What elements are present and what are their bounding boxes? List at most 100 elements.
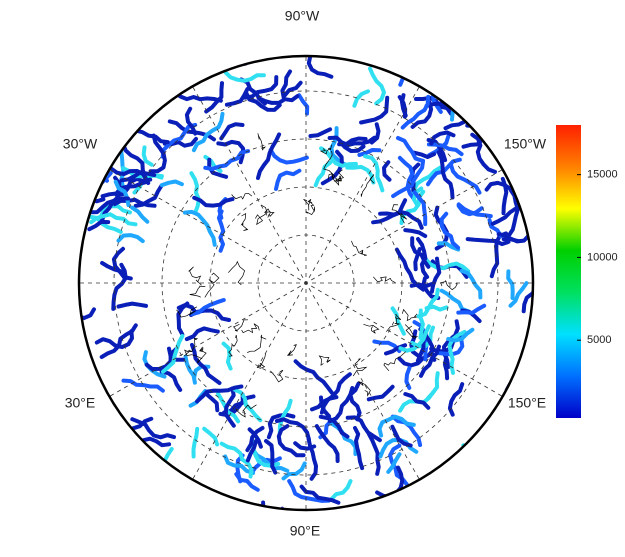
river bbox=[276, 424, 306, 458]
coastline bbox=[440, 280, 458, 291]
river bbox=[244, 91, 282, 112]
colorbar-tick-label: 15000 bbox=[587, 169, 618, 181]
river bbox=[256, 132, 282, 180]
river bbox=[416, 287, 440, 319]
river bbox=[172, 90, 223, 103]
river bbox=[400, 94, 431, 130]
river bbox=[348, 386, 362, 422]
river bbox=[366, 432, 381, 476]
river bbox=[337, 136, 368, 147]
river bbox=[216, 209, 226, 253]
coastline bbox=[188, 266, 202, 286]
coastline bbox=[351, 240, 367, 256]
coastline bbox=[323, 150, 336, 180]
river bbox=[277, 398, 293, 436]
river bbox=[314, 424, 340, 463]
coastline bbox=[263, 208, 275, 218]
river bbox=[403, 392, 431, 410]
river bbox=[459, 268, 483, 300]
river bbox=[264, 439, 278, 475]
river bbox=[418, 308, 425, 340]
river bbox=[111, 262, 128, 311]
coastline bbox=[235, 404, 257, 418]
coastline bbox=[231, 193, 253, 200]
river bbox=[369, 122, 381, 145]
coastline bbox=[228, 260, 246, 286]
river bbox=[190, 342, 222, 385]
river bbox=[245, 426, 265, 453]
river bbox=[207, 157, 229, 179]
meridian-label: 30°W bbox=[63, 136, 98, 152]
coastline bbox=[204, 272, 220, 298]
river bbox=[99, 204, 132, 218]
river bbox=[274, 168, 302, 191]
river bbox=[293, 359, 334, 395]
river bbox=[423, 256, 471, 273]
river bbox=[363, 154, 385, 193]
river bbox=[319, 372, 352, 415]
river bbox=[412, 150, 436, 159]
river bbox=[470, 132, 497, 174]
river bbox=[320, 149, 344, 186]
meridian-line bbox=[110, 169, 502, 397]
coastline bbox=[255, 204, 268, 226]
river bbox=[121, 378, 165, 393]
colorbar-tick-label: 5000 bbox=[587, 334, 611, 346]
river-network bbox=[80, 57, 532, 509]
river bbox=[436, 150, 455, 200]
river bbox=[448, 162, 482, 195]
river bbox=[447, 329, 467, 375]
river bbox=[412, 190, 428, 227]
river bbox=[297, 93, 310, 116]
river bbox=[256, 94, 300, 105]
river bbox=[133, 128, 170, 145]
coastline bbox=[241, 323, 260, 334]
river bbox=[327, 135, 377, 147]
map-border bbox=[77, 54, 535, 512]
river bbox=[281, 461, 307, 481]
colorbar-tick-label: 10000 bbox=[587, 251, 618, 263]
river bbox=[426, 371, 440, 400]
river bbox=[507, 187, 520, 238]
river bbox=[274, 417, 311, 442]
coastline bbox=[233, 319, 249, 332]
river bbox=[529, 233, 532, 249]
coastline bbox=[247, 334, 267, 353]
river bbox=[397, 347, 436, 368]
river bbox=[130, 205, 150, 224]
river bbox=[116, 233, 145, 244]
coastline bbox=[391, 204, 408, 224]
meridian-label: 30°E bbox=[65, 395, 96, 411]
coastline bbox=[197, 346, 207, 364]
coastline bbox=[189, 285, 206, 298]
river bbox=[384, 343, 408, 356]
river bbox=[245, 439, 258, 463]
river bbox=[390, 414, 423, 447]
coastline bbox=[352, 358, 368, 377]
river bbox=[397, 155, 417, 202]
coastline bbox=[240, 212, 249, 232]
river bbox=[268, 148, 309, 165]
river bbox=[357, 148, 382, 157]
river bbox=[130, 417, 176, 440]
river bbox=[306, 57, 334, 79]
river bbox=[80, 338, 87, 360]
river bbox=[456, 203, 484, 217]
river bbox=[184, 106, 198, 136]
river bbox=[176, 303, 198, 315]
river bbox=[396, 136, 425, 163]
coastline bbox=[228, 335, 238, 357]
river bbox=[345, 164, 376, 185]
river bbox=[450, 90, 459, 122]
river bbox=[232, 387, 263, 423]
river bbox=[426, 142, 464, 157]
meridian-label: 90°W bbox=[285, 8, 320, 24]
coastline bbox=[176, 306, 198, 318]
river bbox=[313, 160, 333, 188]
coastline bbox=[401, 308, 418, 322]
river bbox=[287, 479, 331, 503]
river bbox=[410, 100, 434, 129]
river bbox=[243, 75, 279, 100]
river bbox=[100, 261, 124, 274]
